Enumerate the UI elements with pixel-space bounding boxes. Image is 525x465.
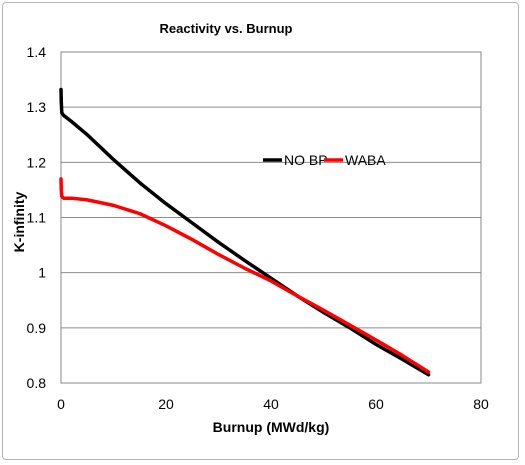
y-tick-label: 0.8	[27, 375, 47, 391]
y-tick-label: 1.3	[27, 99, 47, 115]
legend-label-waba: WABA	[345, 152, 386, 168]
x-tick-label: 60	[368, 396, 384, 412]
y-tick-label: 1	[38, 265, 46, 281]
legend-label-no-bp: NO BP	[284, 152, 328, 168]
x-tick-label: 0	[57, 396, 65, 412]
y-axis-title: K-infinity	[11, 191, 27, 252]
chart-frame	[2, 2, 519, 460]
tick-labels: 0.8 0.9 1 1.1 1.2 1.3 1.4 0 20 40 60 80	[27, 44, 489, 412]
x-tick-label: 20	[158, 396, 174, 412]
series-line-no-bp	[59, 87, 431, 377]
y-tick-label: 1.2	[27, 154, 47, 170]
y-tick-label: 1.1	[27, 210, 47, 226]
x-axis-title: Burnup (MWd/kg)	[213, 419, 330, 435]
grid-layer	[61, 106, 481, 329]
chart-title: Reactivity vs. Burnup	[160, 21, 293, 36]
x-tick-label: 80	[473, 396, 489, 412]
plot-area	[60, 51, 482, 384]
series-layer	[59, 87, 431, 377]
y-tick-label: 0.9	[27, 320, 47, 336]
legend: NO BP WABA	[263, 152, 386, 168]
y-tick-label: 1.4	[27, 44, 47, 60]
x-tick-label: 40	[263, 396, 279, 412]
series-line-waba	[59, 177, 431, 374]
